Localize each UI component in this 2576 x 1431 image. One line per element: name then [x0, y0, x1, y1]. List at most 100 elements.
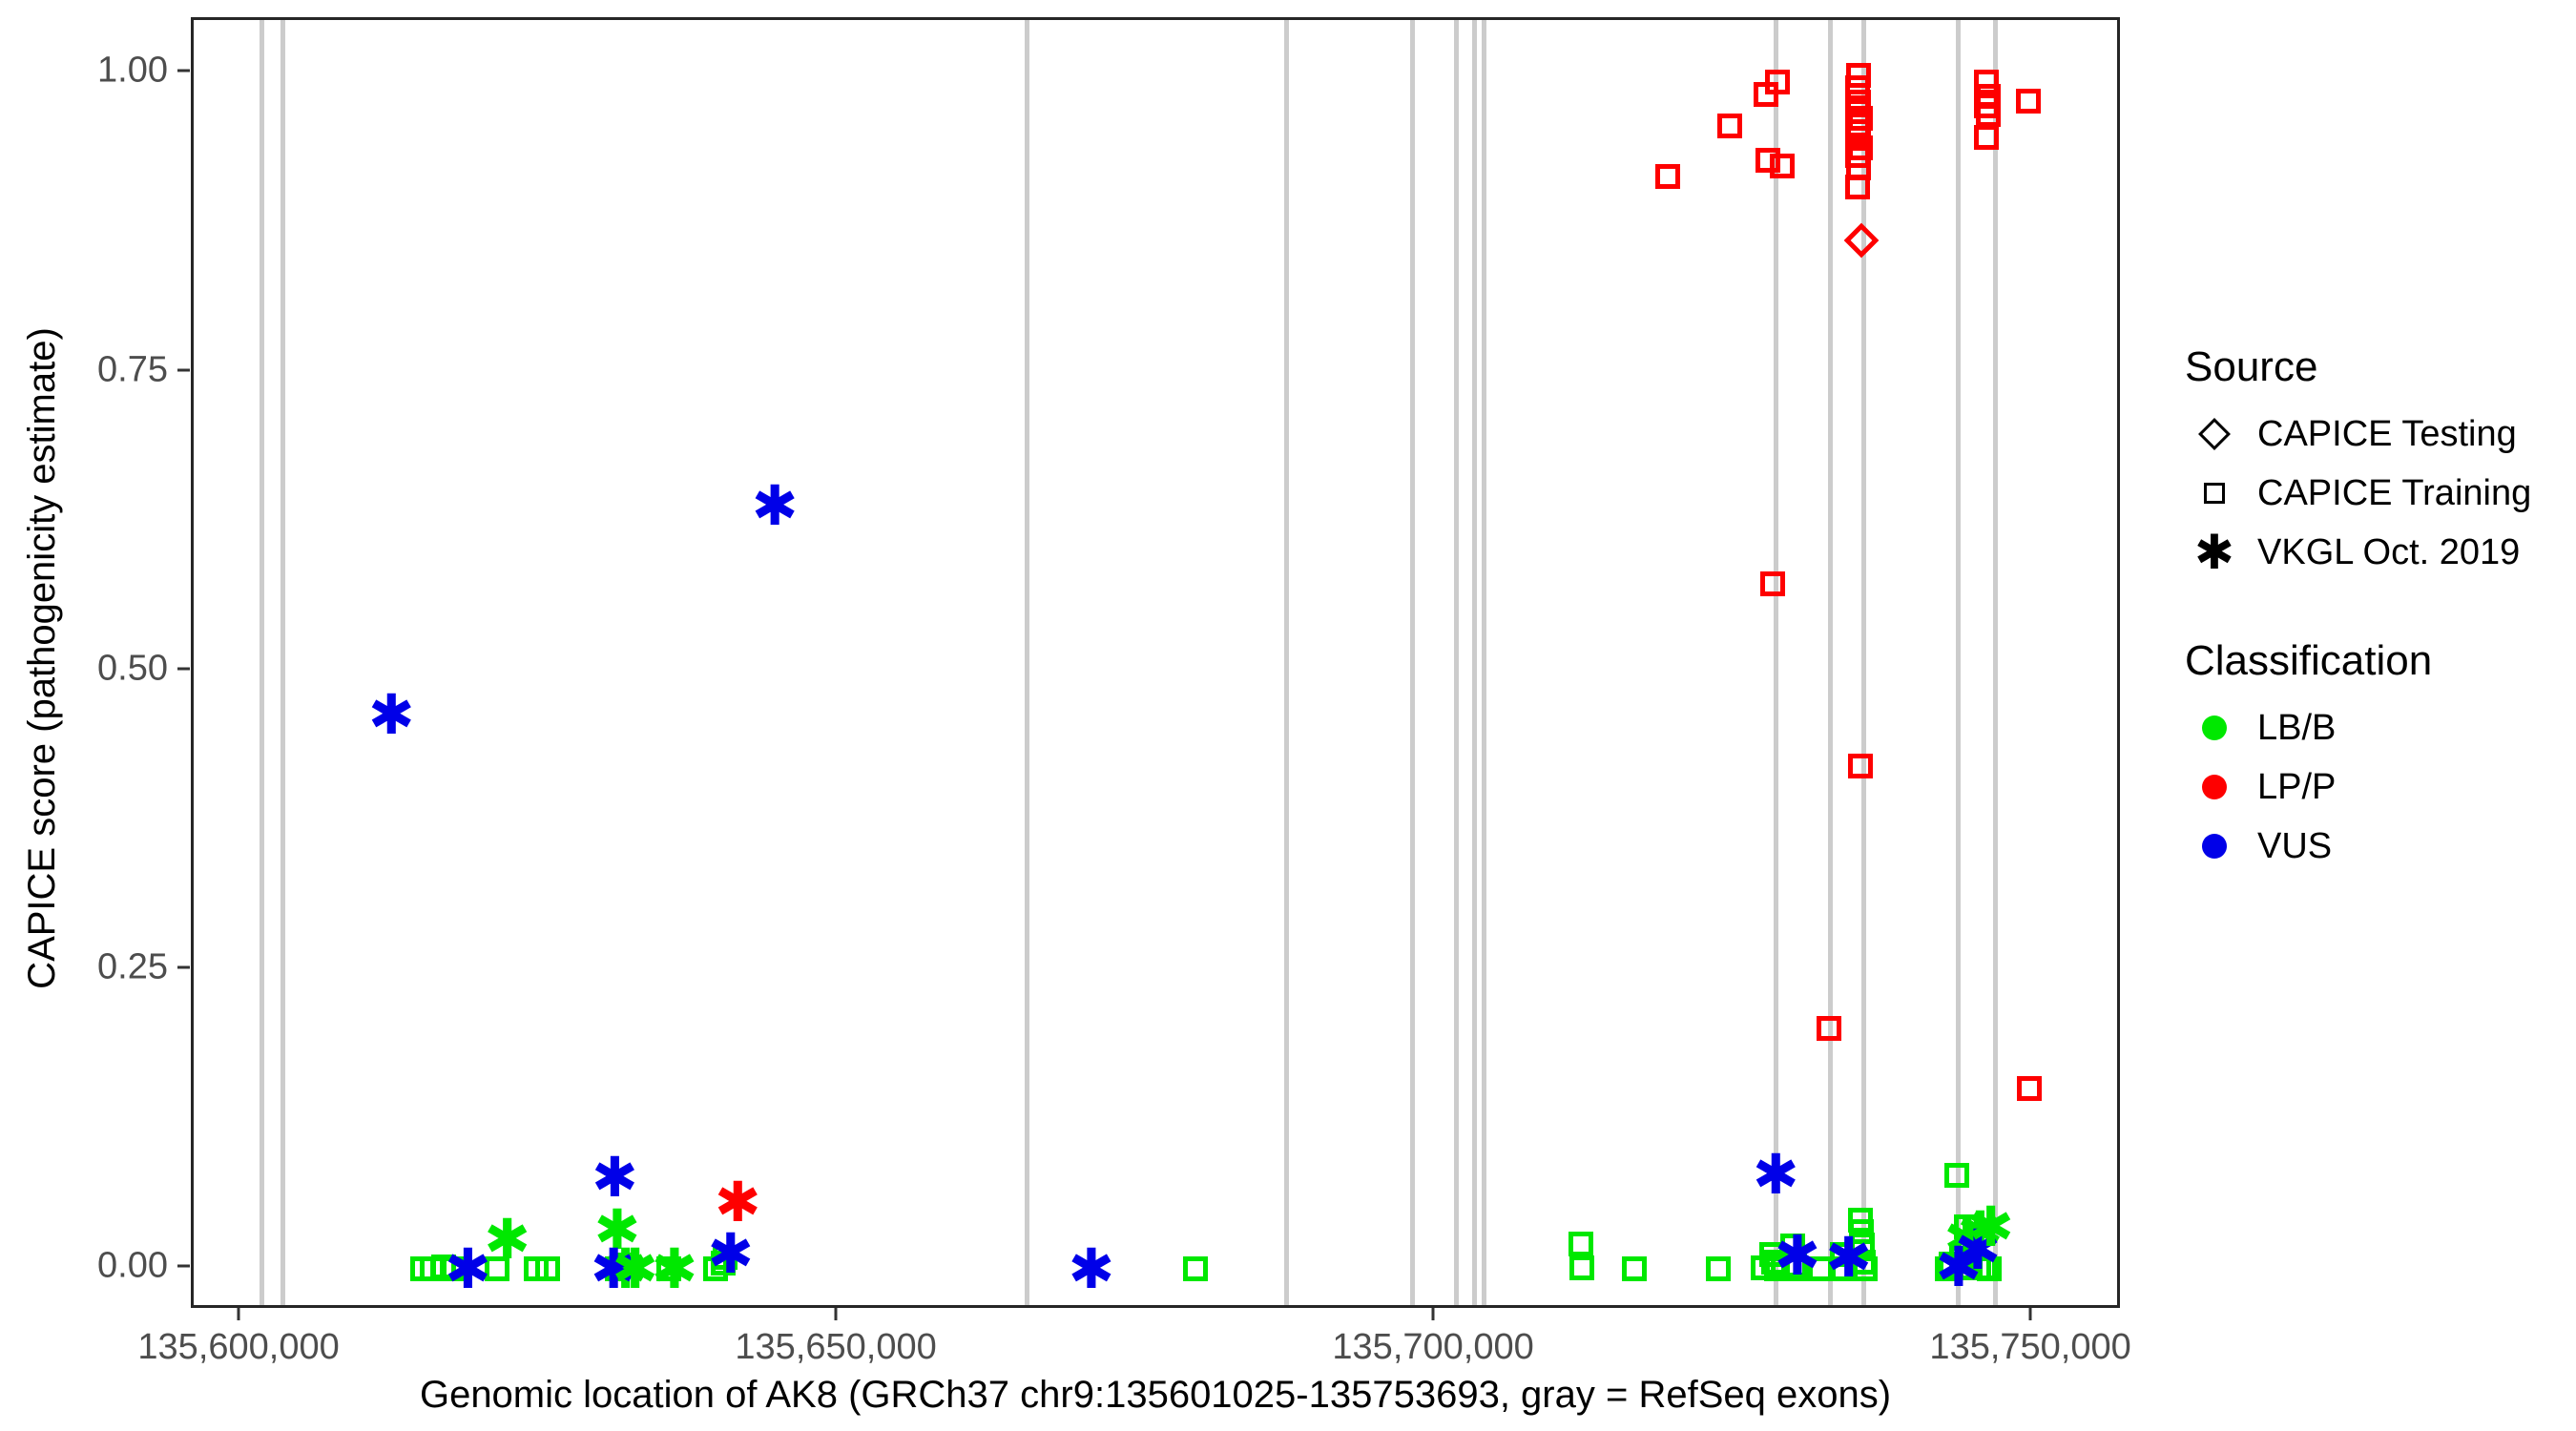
data-point: ✱: [591, 1144, 638, 1210]
data-point: [710, 1250, 736, 1275]
data-point: [1845, 75, 1871, 101]
data-point: ✱: [593, 1196, 641, 1262]
data-point: ✱: [651, 1236, 698, 1302]
legend-item[interactable]: LP/P: [2185, 757, 2566, 817]
legend-item-label: VKGL Oct. 2019: [2257, 531, 2521, 572]
data-point: [1847, 105, 1873, 131]
x-tick-label: 135,650,000: [735, 1327, 937, 1367]
y-tick-label: 1.00: [97, 50, 168, 91]
data-point: ✱: [1957, 1199, 2004, 1265]
classification-legend: Classification LB/B LP/P VUS: [2185, 637, 2566, 876]
data-point: [1846, 62, 1872, 88]
x-axis-title: Genomic location of AK8 (GRCh37 chr9:135…: [419, 1374, 1892, 1416]
data-point: [1845, 99, 1871, 125]
dot-icon: [2185, 757, 2244, 817]
data-point: [1948, 1245, 1974, 1271]
y-tick-mark: [177, 368, 190, 372]
dot-icon: [2185, 698, 2244, 757]
x-tick-label: 135,600,000: [137, 1327, 340, 1367]
data-point: [1751, 1255, 1776, 1280]
data-point: [1846, 90, 1872, 115]
legend-item[interactable]: CAPICE Testing: [2185, 404, 2566, 464]
data-point: [1957, 1255, 1983, 1280]
y-tick-label: 0.00: [97, 1245, 168, 1286]
refseq-exon-line: [1774, 20, 1779, 1305]
data-point: [656, 1256, 682, 1282]
data-point: ✱: [1068, 1236, 1115, 1302]
refseq-exon-line: [1955, 20, 1961, 1305]
data-point: ✱: [1943, 1205, 1990, 1271]
x-tick-label: 135,750,000: [1929, 1327, 2131, 1367]
data-point: [1780, 1234, 1806, 1259]
data-point: [1831, 1256, 1857, 1282]
data-point: ✱: [714, 1169, 761, 1234]
data-point: [1846, 156, 1872, 181]
data-point: [1782, 1256, 1808, 1282]
data-point: [1976, 1256, 2002, 1282]
plot-panel: ✱ ✱ ✱ ✱ ✱ ✱ ✱ ✱ ✱ ✱ ✱ ✱ ✱ ✱ ✱ ✱ ✱ ✱ ✱ ✱ ✱: [191, 17, 2120, 1308]
x-tick-mark: [237, 1308, 240, 1320]
data-point: ✱: [751, 472, 799, 538]
data-point: ✱: [602, 1236, 649, 1302]
data-point: ✱: [1935, 1234, 1983, 1299]
data-point: [1845, 126, 1871, 152]
data-point: ✱: [612, 1236, 658, 1302]
data-point: [605, 1256, 631, 1282]
dot-icon: [2185, 817, 2244, 876]
data-point: [1568, 1255, 1594, 1280]
data-point: ✱: [590, 1236, 637, 1302]
y-axis-ticks: 0.00 0.25 0.50 0.75 1.00: [0, 0, 190, 1431]
refseq-exon-line: [259, 20, 264, 1305]
y-tick-label: 0.25: [97, 946, 168, 987]
data-point: ✱: [707, 1220, 754, 1286]
data-point: [1568, 1231, 1593, 1256]
refseq-exon-line: [280, 20, 286, 1305]
legend-title: Source: [2185, 343, 2318, 390]
open-diamond-icon: [2185, 404, 2244, 464]
refseq-exon-line: [1827, 20, 1833, 1305]
source-legend: Source CAPICE Testing CAPICE Training ✱ VKGL…: [2185, 343, 2566, 582]
data-point: [524, 1256, 550, 1282]
legend-item[interactable]: ✱ VKGL Oct. 2019: [2185, 523, 2566, 582]
data-point: [1847, 1207, 1873, 1233]
data-point: [1654, 164, 1680, 190]
data-point: [441, 1256, 467, 1282]
data-point: [1717, 114, 1743, 139]
legend-item-label: LB/B: [2257, 707, 2337, 748]
data-point: [1845, 175, 1871, 200]
legend-item-label: CAPICE Training: [2257, 472, 2532, 513]
data-point: [1845, 142, 1871, 168]
legend-item-label: VUS: [2257, 825, 2333, 866]
legend-item[interactable]: LB/B: [2185, 698, 2566, 757]
x-tick-mark: [2028, 1308, 2032, 1320]
data-point: [1781, 1253, 1807, 1278]
data-point: [1847, 753, 1873, 778]
data-point: [420, 1256, 446, 1282]
refseq-exon-line: [1025, 20, 1030, 1305]
legend-item[interactable]: VUS: [2185, 817, 2566, 876]
data-point: [430, 1254, 456, 1279]
data-point: ✱: [484, 1206, 530, 1272]
data-point: [703, 1256, 729, 1282]
legend-item-label: CAPICE Testing: [2257, 413, 2517, 454]
legend-container: Source CAPICE Testing CAPICE Training ✱ VKGL…: [2185, 343, 2566, 931]
legend-item[interactable]: CAPICE Training: [2185, 464, 2566, 523]
x-tick-mark: [1431, 1308, 1435, 1320]
data-point: ✱: [1752, 1142, 1799, 1208]
data-point: [1705, 1256, 1731, 1282]
data-point: [1846, 118, 1872, 144]
data-point: ✱: [444, 1236, 491, 1302]
data-point: [612, 1253, 637, 1278]
data-point: [713, 1244, 738, 1270]
open-square-icon: [2185, 464, 2244, 523]
y-tick-label: 0.75: [97, 349, 168, 390]
x-tick-label: 135,700,000: [1332, 1327, 1534, 1367]
refseq-exon-line: [1453, 20, 1459, 1305]
refseq-exon-line: [1860, 20, 1866, 1305]
y-tick-label: 0.50: [97, 648, 168, 689]
y-tick-mark: [177, 1264, 190, 1268]
y-tick-mark: [177, 69, 190, 73]
refseq-exon-line: [1481, 20, 1486, 1305]
refseq-exon-line: [1471, 20, 1477, 1305]
